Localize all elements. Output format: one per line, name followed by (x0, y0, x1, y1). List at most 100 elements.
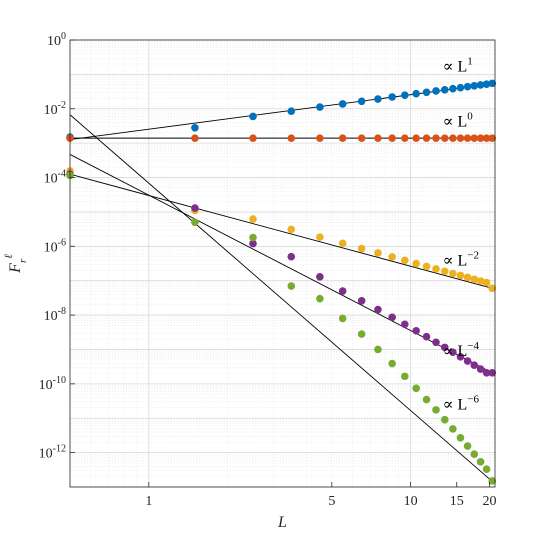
data-point (316, 272, 324, 281)
data-point (440, 267, 449, 276)
data-point (470, 134, 479, 142)
data-point (316, 134, 324, 142)
data-point (432, 265, 440, 273)
data-point (422, 262, 431, 271)
data-point (357, 297, 366, 305)
x-tick-label: 15 (450, 494, 464, 509)
data-point (374, 345, 382, 354)
data-point (249, 134, 257, 142)
data-point (412, 89, 420, 98)
data-point (449, 348, 457, 357)
data-point (191, 218, 199, 227)
data-point (338, 100, 347, 108)
data-markers (66, 79, 497, 485)
data-point (401, 320, 409, 329)
data-point (357, 330, 366, 338)
data-point (488, 368, 497, 377)
x-axis-label: L (277, 514, 287, 531)
data-point (432, 406, 440, 414)
slope-annotation-text: ∝ L (443, 59, 468, 76)
slope-annotation-exponent: −4 (467, 340, 479, 352)
slope-annotation-text: ∝ L (443, 252, 468, 269)
y-tick-label: 10-8 (44, 306, 66, 324)
data-point (388, 359, 396, 368)
data-point (456, 83, 465, 92)
y-tick-exponent: -8 (58, 306, 66, 317)
data-point (476, 81, 485, 89)
data-point (449, 425, 457, 433)
data-point (476, 277, 485, 285)
data-point (374, 305, 382, 314)
data-point (482, 278, 491, 287)
slope-annotation: ∝ L−2 (443, 249, 479, 269)
data-point (488, 134, 497, 142)
slope-annotation-exponent: 0 (467, 110, 473, 122)
data-point (287, 252, 296, 261)
data-point (470, 450, 479, 458)
data-point (422, 332, 431, 341)
slope-annotation-exponent: −2 (467, 249, 479, 261)
data-point (287, 225, 296, 234)
fit-lines (69, 83, 493, 482)
x-tick-label: 10 (404, 494, 418, 509)
y-tick-base: 10 (44, 172, 58, 187)
data-point (338, 314, 347, 323)
data-point (476, 134, 485, 142)
data-point (401, 134, 409, 142)
data-point (401, 91, 409, 100)
y-axis-label-main: F (7, 263, 24, 274)
minor-grid (69, 40, 495, 487)
data-point (287, 107, 296, 115)
data-point (388, 134, 396, 142)
data-point (388, 253, 396, 261)
data-point (357, 134, 366, 142)
data-point (488, 477, 497, 485)
y-tick-base: 10 (39, 447, 53, 462)
slope-annotation-exponent: 1 (467, 56, 473, 68)
data-point (249, 215, 257, 223)
data-point (316, 294, 324, 303)
data-point (440, 134, 449, 142)
plot-area (66, 39, 497, 488)
data-point (432, 338, 440, 347)
data-point (482, 134, 491, 142)
data-point (249, 233, 257, 242)
data-point (374, 249, 382, 257)
data-point (463, 273, 472, 282)
data-point (470, 81, 479, 90)
y-tick-label: 10-10 (39, 375, 66, 393)
data-point (412, 259, 420, 268)
x-tick-labels: 1 5 10 15 20 (145, 482, 496, 509)
data-point (374, 134, 382, 142)
fit-line (69, 83, 493, 141)
data-point (357, 97, 366, 106)
data-point (488, 284, 497, 293)
slope-annotation-text: ∝ L (443, 396, 468, 413)
data-point (401, 256, 409, 265)
y-tick-label: 10-2 (44, 100, 66, 118)
data-point (412, 326, 420, 335)
data-point (463, 82, 472, 91)
y-tick-base: 10 (47, 34, 61, 49)
y-axis-label: Frℓ (3, 254, 29, 274)
data-point (422, 395, 431, 404)
data-point (476, 365, 485, 373)
fit-line (69, 114, 493, 482)
data-point (287, 282, 296, 290)
data-point (191, 134, 199, 142)
data-point (316, 103, 324, 111)
plot-frame (69, 39, 496, 488)
data-point (449, 134, 457, 142)
data-point (388, 313, 396, 322)
data-point (456, 134, 465, 142)
data-point (482, 465, 491, 473)
slope-annotation-text: ∝ L (443, 343, 468, 360)
data-point (412, 134, 420, 142)
y-tick-base: 10 (44, 103, 58, 118)
data-point (249, 239, 257, 248)
data-point (440, 415, 449, 424)
data-point (422, 88, 431, 97)
y-tick-exponent: -6 (58, 237, 66, 248)
x-tick-label: 1 (145, 494, 152, 509)
